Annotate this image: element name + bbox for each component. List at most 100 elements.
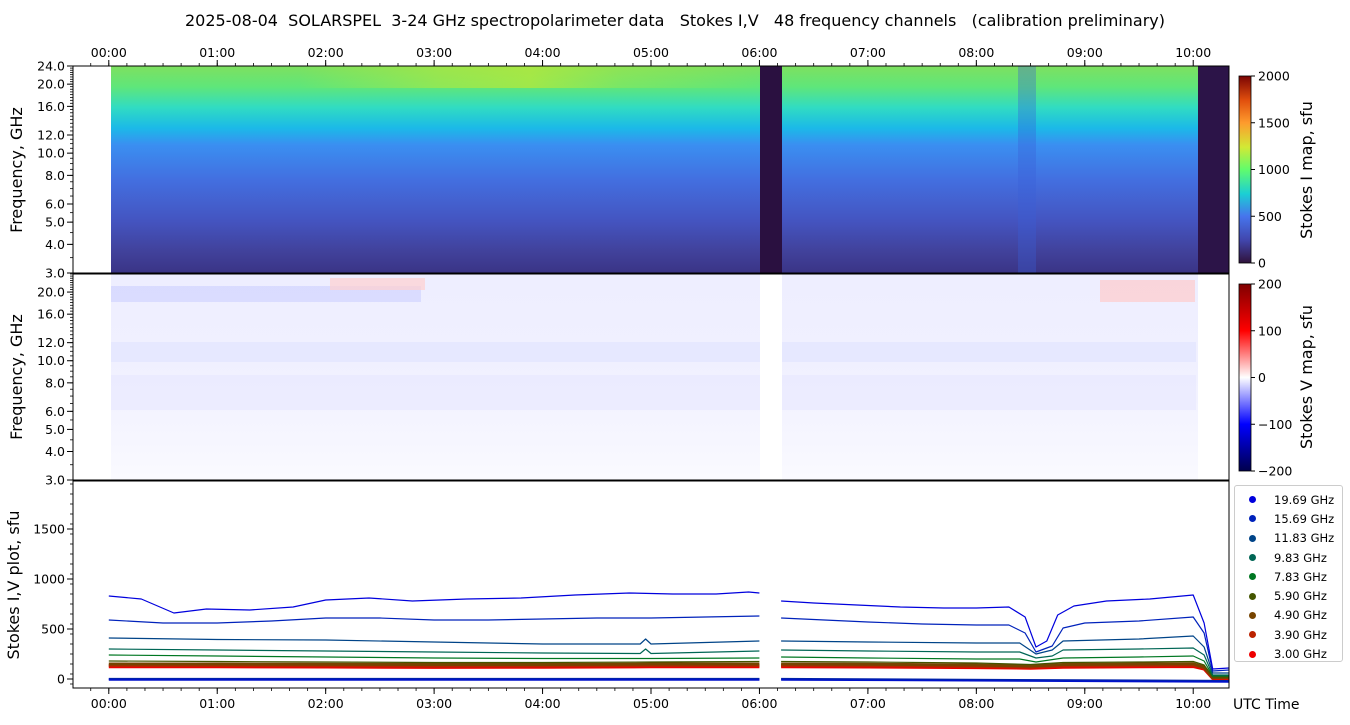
stokes-i-gap-1 (760, 66, 782, 273)
stokes-i-colorbar-label: Stokes I map, sfu (1297, 101, 1316, 239)
y-tick-label: 3.0 (45, 266, 65, 281)
y-tick-label: 24.0 (37, 59, 65, 74)
x-tick-label: 10:00 (1175, 696, 1211, 711)
colorbar-tick-label: 0 (1258, 370, 1266, 385)
stokes-v-panel: 3.0 4.0 5.0 6.0 8.0 10.0 12.0 16.0 20.0 Frequenc… (7, 273, 1316, 488)
x-tick-label: 09:00 (1067, 45, 1103, 60)
y-tick-label: 5.0 (45, 422, 65, 437)
y-tick-label: 20.0 (37, 77, 65, 92)
y-tick-label: 8.0 (45, 375, 65, 390)
legend-label: 3.90 GHz (1274, 627, 1327, 642)
stokes-v-colorbar-label: Stokes V map, sfu (1297, 305, 1316, 449)
y-tick-label: 4.0 (45, 444, 65, 459)
legend-marker (1249, 554, 1256, 562)
x-tick-label: 02:00 (308, 696, 344, 711)
y-tick-label: 8.0 (45, 168, 65, 183)
series-line (781, 616, 1230, 672)
y-tick-label: 16.0 (37, 307, 65, 322)
y-tick-label: 1000 (33, 572, 65, 587)
x-tick-label: 05:00 (633, 696, 669, 711)
stokes-iv-plot-bg (73, 481, 1229, 688)
y-tick-label: 4.0 (45, 237, 65, 252)
legend-marker (1249, 534, 1256, 542)
y-tick-label: 6.0 (45, 404, 65, 419)
legend-label: 15.69 GHz (1274, 511, 1335, 526)
x-tick-label: 07:00 (850, 45, 886, 60)
legend-label: 7.83 GHz (1274, 569, 1327, 584)
y-tick-label: 10.0 (37, 146, 65, 161)
stokes-i-heatmap (111, 66, 1229, 273)
x-tick-label: 00:00 (91, 45, 127, 60)
y-tick-label: 12.0 (37, 128, 65, 143)
legend-item: 3.00 GHz (1235, 644, 1342, 663)
x-tick-label: 01:00 (199, 45, 235, 60)
x-tick-label: 08:00 (958, 696, 994, 711)
x-tick-label: 04:00 (525, 45, 561, 60)
stokes-v-colorbar (1238, 283, 1252, 472)
colorbar-tick-label: 1000 (1258, 162, 1290, 177)
y-tick-label: 3.0 (45, 473, 65, 488)
legend-marker (1249, 631, 1256, 639)
legend-item: 7.83 GHz (1235, 567, 1342, 586)
x-tick-label: 01:00 (199, 696, 235, 711)
series-line (781, 660, 1229, 678)
legend-marker (1249, 573, 1256, 581)
series-line (108, 615, 760, 624)
colorbar-tick-label: 1500 (1258, 115, 1290, 130)
stokes-iv-series (108, 591, 1230, 683)
colorbar-tick-label: 2000 (1258, 69, 1290, 84)
stokes-v-gap-1 (760, 274, 782, 480)
stokes-v-y-ticks: 3.0 4.0 5.0 6.0 8.0 10.0 12.0 16.0 20.0 (37, 273, 73, 488)
y-tick-label: 12.0 (37, 335, 65, 350)
series-line (108, 648, 760, 655)
stokes-v-red-band-1 (330, 278, 425, 290)
stokes-i-y-ticks: 3.0 4.0 5.0 6.0 8.0 10.0 12.0 16.0 20.0 24.0 (37, 59, 73, 281)
stokes-i-panel: 3.0 4.0 5.0 6.0 8.0 10.0 12.0 16.0 20.0 24.0 00:0… (7, 45, 1316, 281)
legend-item: 4.90 GHz (1235, 606, 1342, 625)
top-x-ticks: 00:00 01:00 02:00 03:00 04:00 05:00 06:00 07:00… (90, 45, 1211, 66)
stokes-v-red-band-2 (1100, 280, 1195, 302)
legend-item: 19.69 GHz (1235, 490, 1342, 509)
y-tick-label: 0 (57, 672, 65, 687)
stokes-v-colorbar-ticks: 200 100 0 −100 −200 (1251, 277, 1292, 479)
stokes-iv-plot-panel: 0 500 1000 1500 00:00 01:00 02:00 03:00 04:00 05… (4, 480, 1299, 713)
series-line (781, 647, 1229, 676)
legend-item: 5.90 GHz (1235, 586, 1342, 605)
legend-marker (1249, 496, 1256, 504)
stokes-i-gap-2 (1198, 66, 1229, 273)
colorbar-tick-label: −100 (1258, 417, 1292, 432)
chart-title: 2025-08-04 SOLARSPEL 3-24 GHz spectropol… (185, 11, 1165, 30)
series-line (108, 591, 760, 614)
x-tick-label: 06:00 (741, 45, 777, 60)
series-line (108, 662, 760, 666)
x-tick-label: 07:00 (850, 696, 886, 711)
stokes-v-ylabel: Frequency, GHz (7, 314, 26, 440)
legend-marker (1249, 592, 1256, 600)
stokes-v-mid-band (111, 342, 1196, 362)
stokes-i-dip-band (1018, 66, 1036, 273)
y-tick-label: 10.0 (37, 353, 65, 368)
colorbar-tick-label: 200 (1258, 277, 1282, 292)
stokes-i-colorbar-ticks: 2000 1500 1000 500 0 (1251, 69, 1290, 271)
series-line (781, 662, 1229, 679)
colorbar-tick-label: 500 (1258, 209, 1282, 224)
x-tick-label: 08:00 (958, 45, 994, 60)
legend-item: 11.83 GHz (1235, 529, 1342, 548)
series-legend: 19.69 GHz 15.69 GHz 11.83 GHz 9.83 GHz 7.83 … (1234, 485, 1343, 662)
legend-marker (1249, 515, 1256, 523)
x-tick-label: 05:00 (633, 45, 669, 60)
stokes-iv-ylabel: Stokes I,V plot, sfu (4, 511, 23, 660)
legend-label: 9.83 GHz (1274, 550, 1327, 565)
y-tick-label: 500 (41, 622, 65, 637)
colorbar-tick-label: 0 (1258, 256, 1266, 271)
legend-item: 15.69 GHz (1235, 509, 1342, 528)
stokes-v-trace (781, 677, 1230, 682)
y-tick-label: 20.0 (37, 285, 65, 300)
stokes-iv-y-ticks: 0 500 1000 1500 (33, 483, 73, 687)
x-axis-label: UTC Time (1233, 697, 1299, 713)
stokes-i-colorbar (1238, 75, 1252, 264)
x-tick-label: 09:00 (1067, 696, 1103, 711)
colorbar-tick-label: 100 (1258, 323, 1282, 338)
legend-marker (1249, 650, 1256, 658)
